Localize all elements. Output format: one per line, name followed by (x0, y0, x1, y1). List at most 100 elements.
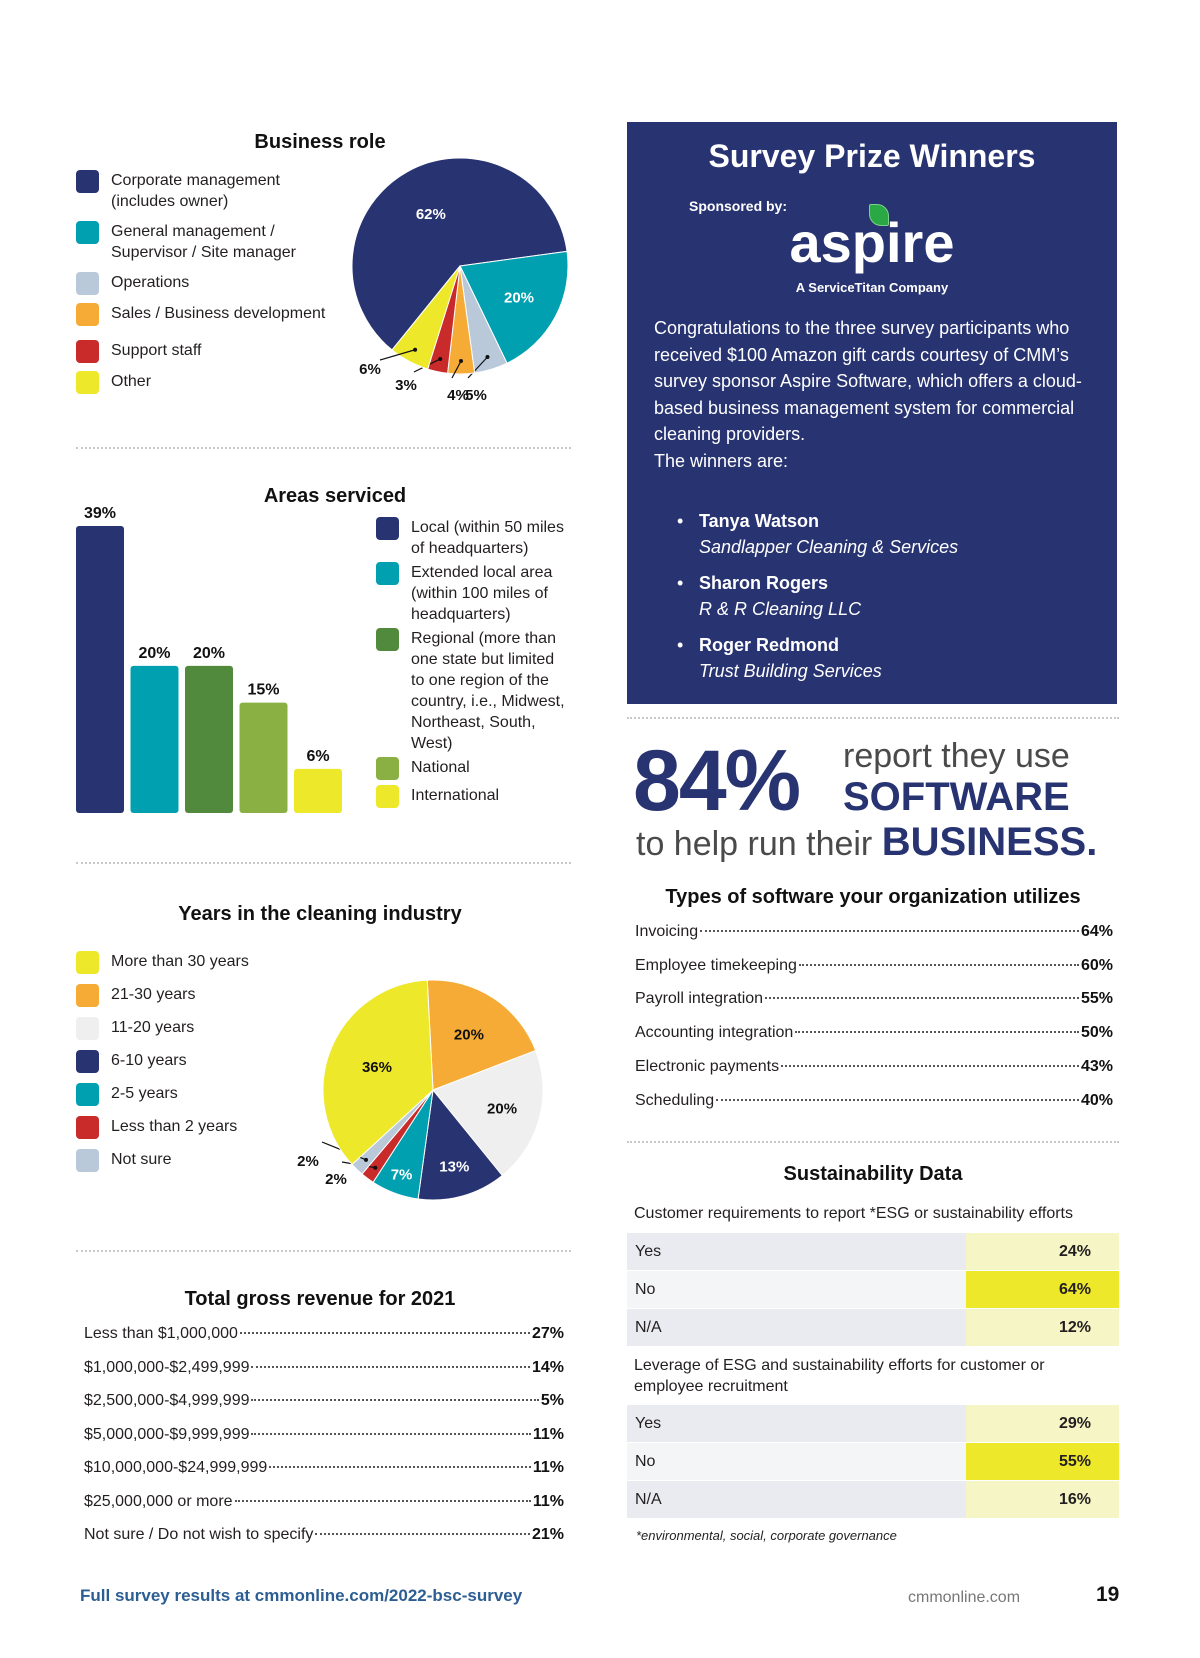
row-label: $10,000,000-$24,999,999 (84, 1459, 268, 1476)
legend-swatch (376, 517, 399, 540)
dot-leader (269, 1466, 531, 1468)
row-label: $1,000,000-$2,499,999 (84, 1358, 250, 1376)
dot-leader (765, 997, 1079, 1000)
answer-label: No (627, 1271, 966, 1308)
sustainability-question: Customer requirements to report *ESG or … (634, 1205, 1073, 1222)
years-industry-pie-chart: 20% 20% 13% 7% 2% 2% 36% (297, 979, 544, 1201)
pie-value-label: 2% (325, 1171, 347, 1188)
dot-leader (234, 1499, 531, 1502)
row-label: Payroll integration (635, 990, 764, 1008)
sponsor-tagline: A ServiceTitan Company (795, 280, 949, 295)
software-stat-line3: to help run their BUSINESS. (636, 820, 1097, 866)
row-value: 27% (531, 1325, 564, 1342)
legend-label: Support staff (111, 342, 202, 359)
legend-item: Operations (76, 272, 346, 295)
legend-label: 21-30 years (111, 986, 196, 1003)
list-row: Invoicing 64% (635, 923, 1113, 941)
legend-item: 6-10 years (76, 1050, 306, 1073)
pie-value-label: 7% (391, 1167, 413, 1184)
dot-leader (315, 1533, 530, 1535)
business-role-legend: Corporate management (includes owner) Gene… (76, 170, 346, 394)
row-label: Accounting integration (635, 1024, 794, 1042)
pie-slice (391, 265, 461, 370)
list-row: Not sure / Do not wish to specify 21% (84, 1526, 564, 1544)
bar-value-label: 20% (193, 645, 225, 662)
aspire-leaf-icon (869, 204, 889, 226)
legend-swatch (76, 340, 99, 363)
dot-leader (798, 963, 1079, 966)
sustainability-row: N/A 12% (627, 1309, 1119, 1346)
list-row: Electronic payments 43% (635, 1058, 1113, 1076)
legend-item: General management / Supervisor / Site ma… (76, 221, 346, 263)
winner-company: Sandlapper Cleaning & Services (699, 537, 959, 557)
bar (294, 768, 342, 813)
list-row: $1,000,000-$2,499,999 14% (84, 1359, 564, 1377)
leader-line (379, 349, 416, 361)
list-row: Employee timekeeping 60% (635, 957, 1113, 975)
winners-list: • Tanya Watson Sandlapper Cleaning & Ser… (677, 508, 1097, 694)
pie-value-label: 36% (362, 1059, 392, 1076)
prize-description: Congratulations to the three survey part… (654, 318, 1082, 444)
row-label: $25,000,000 or more (84, 1492, 233, 1510)
row-value: 64% (1080, 923, 1113, 940)
legend-label: International (411, 787, 500, 804)
dot-leader (251, 1365, 530, 1368)
bullet-icon: • (677, 573, 684, 593)
list-row: Payroll integration 55% (635, 990, 1113, 1008)
page-number: 19 (1096, 1583, 1120, 1606)
sustainability-row: Yes 24% (627, 1233, 1119, 1270)
legend-item: National (376, 757, 586, 780)
pie-value-label: 20% (454, 1027, 484, 1044)
pie-value-label: 13% (439, 1158, 469, 1175)
sponsored-by-label: Sponsored by: (689, 198, 788, 214)
sustainability-row: N/A 16% (627, 1481, 1119, 1518)
bullet-icon: • (677, 511, 684, 531)
legend-item: Corporate management (includes owner) (76, 170, 346, 212)
dot-leader (251, 1399, 539, 1401)
sustainability-row: No 55% (627, 1443, 1119, 1480)
divider (76, 862, 571, 864)
answer-value: 29% (966, 1405, 1119, 1442)
legend-swatch (76, 1017, 99, 1040)
bar (76, 526, 124, 813)
list-row: $2,500,000-$4,999,999 5% (84, 1392, 564, 1410)
legend-label: 6-10 years (111, 1052, 187, 1069)
list-row: Less than $1,000,000 27% (84, 1325, 564, 1343)
legend-label: Less than 2 years (111, 1118, 238, 1135)
list-row: $25,000,000 or more 11% (84, 1493, 564, 1511)
sustainability-title: Sustainability Data (783, 1163, 963, 1185)
legend-swatch (76, 1050, 99, 1073)
legend-label: Other (111, 373, 152, 390)
legend-item: 2-5 years (76, 1083, 306, 1106)
years-industry-legend: More than 30 years 21-30 years 11-20 years… (76, 951, 306, 1172)
legend-label: Extended local area (within 100 miles of h… (411, 564, 553, 623)
leader-dot (438, 356, 443, 361)
bar-value-label: 39% (84, 505, 116, 522)
winner-item: • Tanya Watson Sandlapper Cleaning & Ser… (677, 508, 1097, 560)
answer-label: No (627, 1443, 966, 1480)
winner-name: Roger Redmond (699, 635, 840, 655)
legend-swatch (376, 785, 399, 808)
answer-value: 24% (966, 1233, 1119, 1270)
winner-item: • Sharon Rogers R & R Cleaning LLC (677, 570, 1097, 622)
list-row: Accounting integration 50% (635, 1024, 1113, 1042)
pie-slice (432, 1049, 544, 1177)
legend-item: Local (within 50 miles of headquarters) (376, 517, 586, 559)
legend-item: Extended local area (within 100 miles of h… (376, 562, 586, 625)
legend-swatch (376, 628, 399, 651)
legend-item: Sales / Business development (76, 303, 346, 326)
pie-value-label: 3% (395, 377, 417, 394)
legend-label: Sales / Business development (111, 305, 326, 322)
pie-value-label: 20% (504, 290, 534, 307)
legend-label: Not sure (111, 1151, 172, 1168)
legend-swatch (76, 984, 99, 1007)
survey-prize-winners-panel: Survey Prize Winners Sponsored by: aspir… (627, 122, 1117, 704)
full-survey-results-link[interactable]: Full survey results at cmmonline.com/202… (80, 1586, 523, 1605)
pie-slice (459, 250, 569, 364)
legend-label: National (411, 759, 470, 776)
software-stat-line3-bold: BUSINESS. (881, 820, 1098, 864)
answer-label: N/A (627, 1481, 966, 1518)
row-value: 21% (531, 1526, 564, 1543)
aspire-logo: aspire (789, 211, 955, 274)
revenue-title: Total gross revenue for 2021 (184, 1288, 456, 1310)
